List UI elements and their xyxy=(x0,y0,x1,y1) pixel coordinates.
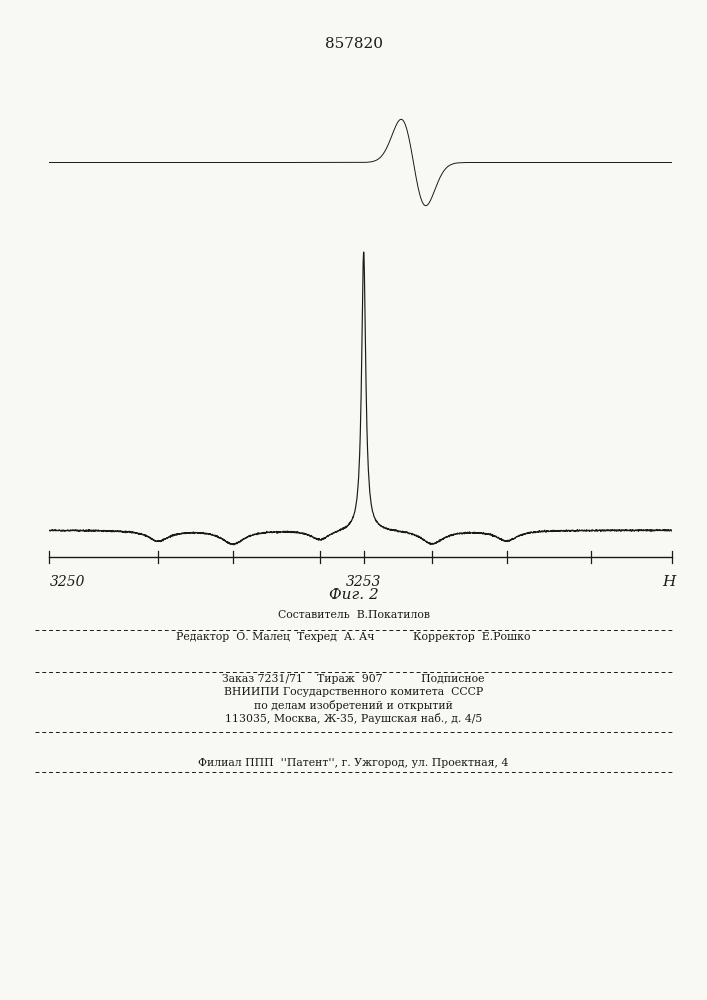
Text: 857820: 857820 xyxy=(325,37,382,51)
Text: Редактор  О. Малец  Техред  А. Ач           Корректор  Е.Рошко: Редактор О. Малец Техред А. Ач Корректор… xyxy=(176,632,531,642)
Text: 113035, Москва, Ж-35, Раушская наб., д. 4/5: 113035, Москва, Ж-35, Раушская наб., д. … xyxy=(225,713,482,724)
Text: H: H xyxy=(662,575,675,589)
Text: Заказ 7231/71    Тираж  907           Подписное: Заказ 7231/71 Тираж 907 Подписное xyxy=(222,674,485,684)
Text: 3253: 3253 xyxy=(346,575,382,589)
Text: по делам изобретений и открытий: по делам изобретений и открытий xyxy=(254,700,453,711)
Text: Составитель  В.Покатилов: Составитель В.Покатилов xyxy=(278,610,429,620)
Text: Филиал ППП  ''Патент'', г. Ужгород, ул. Проектная, 4: Филиал ППП ''Патент'', г. Ужгород, ул. П… xyxy=(198,758,509,768)
Text: 3250: 3250 xyxy=(49,575,85,589)
Text: Фиг. 2: Фиг. 2 xyxy=(329,588,378,602)
Text: ВНИИПИ Государственного комитета  СССР: ВНИИПИ Государственного комитета СССР xyxy=(224,687,483,697)
